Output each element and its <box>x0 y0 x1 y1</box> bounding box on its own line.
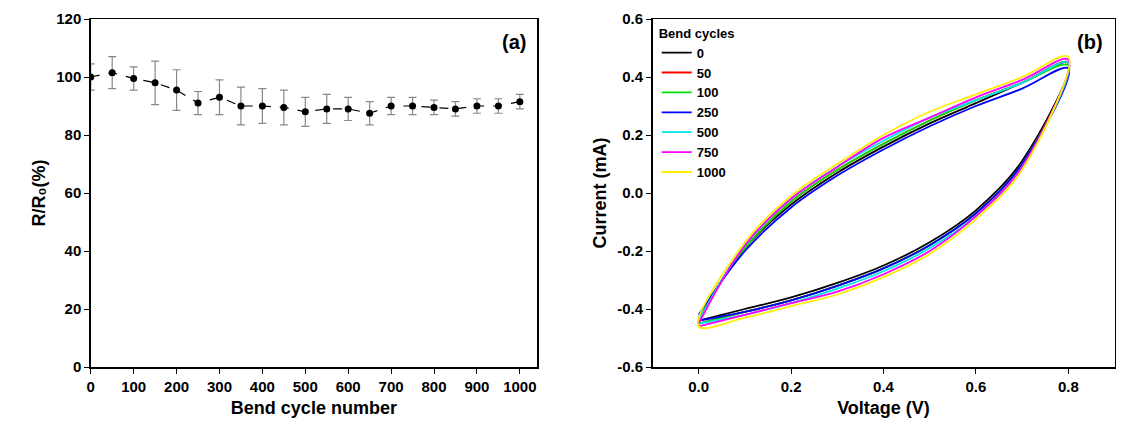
svg-text:120: 120 <box>56 10 81 27</box>
svg-text:400: 400 <box>250 378 275 395</box>
svg-text:50: 50 <box>697 66 711 81</box>
svg-text:500: 500 <box>293 378 318 395</box>
svg-text:300: 300 <box>207 378 232 395</box>
svg-text:0.8: 0.8 <box>1058 378 1079 395</box>
svg-text:600: 600 <box>336 378 361 395</box>
svg-text:0.2: 0.2 <box>781 378 802 395</box>
svg-text:0.2: 0.2 <box>622 126 643 143</box>
svg-text:80: 80 <box>65 126 82 143</box>
svg-text:0.4: 0.4 <box>873 378 895 395</box>
svg-text:20: 20 <box>65 300 82 317</box>
svg-text:Current (mA): Current (mA) <box>590 137 610 248</box>
svg-text:Bend cycle number: Bend cycle number <box>231 398 397 418</box>
svg-text:-0.4: -0.4 <box>617 300 644 317</box>
svg-text:100: 100 <box>697 85 719 100</box>
svg-text:1000: 1000 <box>503 378 536 395</box>
svg-text:0.0: 0.0 <box>688 378 709 395</box>
svg-text:-0.2: -0.2 <box>617 242 643 259</box>
svg-text:900: 900 <box>464 378 489 395</box>
svg-text:700: 700 <box>379 378 404 395</box>
svg-text:100: 100 <box>121 378 146 395</box>
svg-text:0.0: 0.0 <box>622 184 643 201</box>
svg-text:-0.6: -0.6 <box>617 358 643 375</box>
svg-text:60: 60 <box>65 184 82 201</box>
svg-text:100: 100 <box>56 68 81 85</box>
svg-text:(b): (b) <box>1077 31 1103 53</box>
svg-text:500: 500 <box>697 125 719 140</box>
svg-text:Voltage (V): Voltage (V) <box>837 398 930 418</box>
svg-text:750: 750 <box>697 145 719 160</box>
svg-text:0.6: 0.6 <box>622 10 643 27</box>
svg-text:200: 200 <box>164 378 189 395</box>
svg-text:0.6: 0.6 <box>965 378 986 395</box>
svg-text:800: 800 <box>422 378 447 395</box>
svg-text:(a): (a) <box>502 31 526 53</box>
svg-text:1000: 1000 <box>697 165 726 180</box>
svg-text:R/R₀(%): R/R₀(%) <box>29 159 49 226</box>
svg-text:Bend cycles: Bend cycles <box>659 26 735 41</box>
svg-text:0: 0 <box>87 378 95 395</box>
svg-text:40: 40 <box>65 242 82 259</box>
svg-text:0: 0 <box>73 358 81 375</box>
svg-text:250: 250 <box>697 105 719 120</box>
svg-text:0: 0 <box>697 46 704 61</box>
svg-text:0.4: 0.4 <box>622 68 644 85</box>
